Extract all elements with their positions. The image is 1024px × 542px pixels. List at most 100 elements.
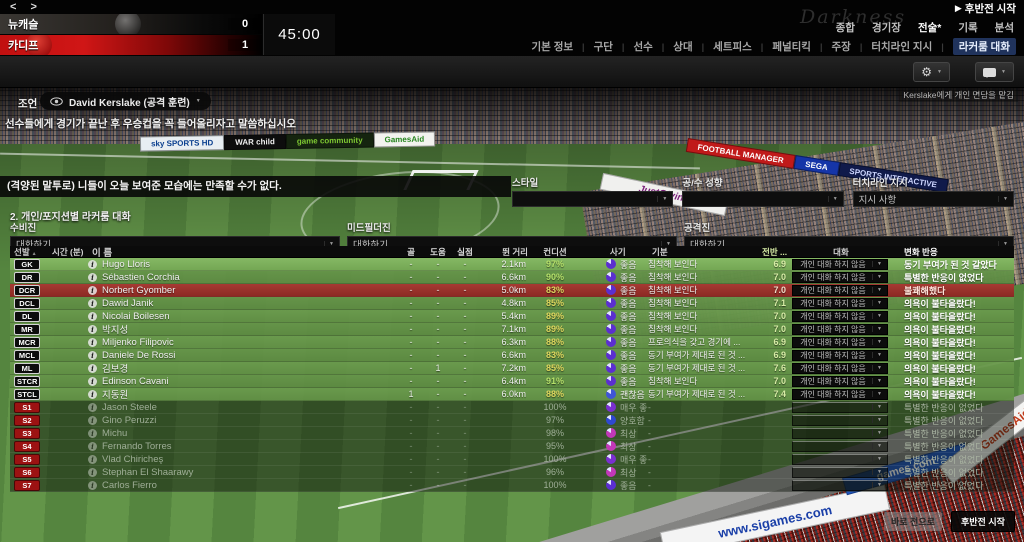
player-info-icon[interactable]: i [88,311,97,321]
goals-cell: - [409,272,413,282]
tab-primary-0[interactable]: 종합 [835,22,855,34]
tab-secondary-3[interactable]: 상대 [673,41,693,53]
tab-secondary-6[interactable]: 주장 [831,41,851,53]
player-info-icon[interactable]: i [88,337,97,347]
talk-dropdown[interactable]: ▼ [792,440,888,452]
go-back-button[interactable]: 바로 전으로 [884,512,942,531]
talk-dropdown[interactable]: 개인 대화 하지 않음 ▼ [792,258,888,270]
player-info-icon[interactable]: i [88,415,97,425]
col-header-5[interactable]: 실점 [457,246,473,257]
col-header-4[interactable]: 도움 [430,246,446,257]
table-row[interactable]: MCR i Miljenko Filipovic - - - 6.3km 88% 좋음 프로의식을… [10,336,1014,349]
col-header-13[interactable]: 변화 반응 [904,246,938,257]
talk-dropdown[interactable]: 개인 대화 하지 않음 ▼ [792,271,888,283]
talk-dropdown[interactable]: 개인 대화 하지 않음 ▼ [792,297,888,309]
advisor-selector[interactable]: David Kerslake (공격 훈련) ▼ [40,92,211,110]
talk-dropdown[interactable]: 개인 대화 하지 않음 ▼ [792,284,888,296]
talk-dropdown[interactable]: ▼ [792,466,888,478]
col-header-2[interactable]: 이 름 [92,247,113,259]
tab-secondary-4[interactable]: 세트피스 [713,41,752,53]
table-row[interactable]: STCL i 지동원 1 - - 6.0km 88% 괜찮음 동기 부여가 제대로 된 것 ...… [10,388,1014,401]
talk-dropdown[interactable]: ▼ [792,401,888,413]
tab-primary-4[interactable]: 분석 [994,22,1014,34]
player-name: Miljenko Filipovic [102,336,174,348]
col-header-11[interactable]: 대화 [833,246,849,257]
table-row[interactable]: S4 i Fernando Torres - - - 95% 최상 - ▼ 특별한 반응이 없었다 [10,440,1014,453]
control-dropdown[interactable]: 지시 사항 ▼ [852,191,1014,207]
talk-dropdown[interactable]: 개인 대화 하지 않음 ▼ [792,310,888,322]
table-row[interactable]: ML i 김보경 - 1 - 7.2km 85% 좋음 동기 부여가 제대로 된 것 ... 7.6… [10,362,1014,375]
player-info-icon[interactable]: i [88,480,97,490]
tab-primary-2[interactable]: 전술* [917,22,942,34]
talk-dropdown[interactable]: 개인 대화 하지 않음 ▼ [792,349,888,361]
group-label: 공격진 [684,223,711,234]
table-row[interactable]: DR i Sébastien Corchia - - - 6.6km 90% 좋음 침착해 보인다… [10,271,1014,284]
player-info-icon[interactable]: i [88,285,97,295]
morale-cell: 매우 좋음 [576,401,648,414]
tab-secondary-5[interactable]: 페널티킥 [772,41,811,53]
table-row[interactable]: MCL i Daniele De Rossi - - - 6.6km 83% 좋음 동기 부여가 … [10,349,1014,362]
talk-dropdown[interactable]: ▼ [792,414,888,426]
tab-secondary-8[interactable]: 라커룸 대화 [952,38,1016,55]
control-dropdown[interactable]: ▼ [512,191,674,207]
player-info-icon[interactable]: i [88,259,97,269]
talk-dropdown[interactable]: ▼ [792,479,888,491]
table-row[interactable]: MR i 박지성 - - - 7.1km 89% 좋음 침착해 보인다 7.0 개인 대화 하지 않음… [10,323,1014,336]
back-icon[interactable]: < [10,1,17,13]
table-row[interactable]: S6 i Stephan El Shaarawy - - - 96% 최상 - ▼ 특별한 반응이 … [10,466,1014,479]
col-header-6[interactable]: 뛴 거리 [502,246,528,257]
reaction-cell: 특별한 반응이 없었다 [904,454,984,465]
player-info-icon[interactable]: i [88,376,97,386]
player-info-icon[interactable]: i [88,454,97,464]
talk-dropdown[interactable]: ▼ [792,453,888,465]
ad-board-0: sky SPORTS HD [139,135,225,152]
tab-primary-1[interactable]: 경기장 [871,22,901,34]
settings-button[interactable]: ⚙ ▼ [913,62,950,82]
table-row[interactable]: DCR i Norbert Gyomber - - - 5.0km 83% 좋음 침착해 보인다 7… [10,284,1014,297]
table-row[interactable]: S7 i Carlos Fierro - - - 100% 좋음 - ▼ 특별한 반응이 없었다 [10,479,1014,492]
player-info-icon[interactable]: i [88,428,97,438]
table-row[interactable]: S2 i Gino Peruzzi - - -97% 양호함 - ▼ 특별한 반응이 없었다 [10,414,1014,427]
talk-dropdown[interactable]: 개인 대화 하지 않음 ▼ [792,375,888,387]
col-header-3[interactable]: 골 [407,246,415,257]
col-header-10[interactable]: 전반 ... [762,246,788,257]
player-info-icon[interactable]: i [88,389,97,399]
tab-secondary-7[interactable]: 터치라인 지시 [871,41,933,53]
table-row[interactable]: GK i Hugo Lloris - - - 2.1km 97% 좋음 침착해 보인다 6.9 개인 … [10,258,1014,271]
player-info-icon[interactable]: i [88,402,97,412]
tab-secondary-1[interactable]: 구단 [593,41,613,53]
table-row[interactable]: S3 i Michu - - - 98% 최상 - ▼ 특별한 반응이 없었다 [10,427,1014,440]
tab-primary-3[interactable]: 기록 [958,22,978,34]
player-info-icon[interactable]: i [88,467,97,477]
eye-icon [50,96,63,106]
col-header-7[interactable]: 컨디션 [543,246,567,257]
col-header-8[interactable]: 사기 [610,246,626,257]
start-second-half-top-button[interactable]: ▶ 후반전 시작 [955,1,1016,16]
player-info-icon[interactable]: i [88,441,97,451]
forward-icon[interactable]: > [30,1,37,13]
col-header-9[interactable]: 기분 [652,246,668,257]
player-info-icon[interactable]: i [88,363,97,373]
talk-dropdown[interactable]: ▼ [792,427,888,439]
table-row[interactable]: DCL i Dawid Janik - - - 4.8km 85% 좋음 침착해 보인다 7.1 개인… [10,297,1014,310]
talk-dropdown[interactable]: 개인 대화 하지 않음 ▼ [792,336,888,348]
tab-secondary-2[interactable]: 선수 [633,41,653,53]
talk-dropdown[interactable]: 개인 대화 하지 않음 ▼ [792,388,888,400]
player-info-icon[interactable]: i [88,272,97,282]
talk-dropdown[interactable]: 개인 대화 하지 않음 ▼ [792,323,888,335]
start-second-half-button[interactable]: 후반전 시작 [951,511,1015,532]
tab-secondary-0[interactable]: 기본 정보 [531,41,574,53]
player-info-icon[interactable]: i [88,324,97,334]
player-info-icon[interactable]: i [88,298,97,308]
table-row[interactable]: DL i Nicolai Boilesen - - - 5.4km 89% 좋음 침착해 보인다 7… [10,310,1014,323]
control-dropdown[interactable]: ▼ [682,191,844,207]
col-header-1[interactable]: 시간 (분) [52,246,84,257]
chat-button[interactable]: ▼ [975,62,1014,82]
player-info-icon[interactable]: i [88,350,97,360]
table-row[interactable]: STCR i Edinson Cavani - - - 6.4km 91% 좋음 침착해 보인다 7… [10,375,1014,388]
conceded-cell: - [463,415,467,425]
talk-dropdown[interactable]: 개인 대화 하지 않음 ▼ [792,362,888,374]
col-header-0[interactable]: 선발 ▴ [14,246,36,257]
